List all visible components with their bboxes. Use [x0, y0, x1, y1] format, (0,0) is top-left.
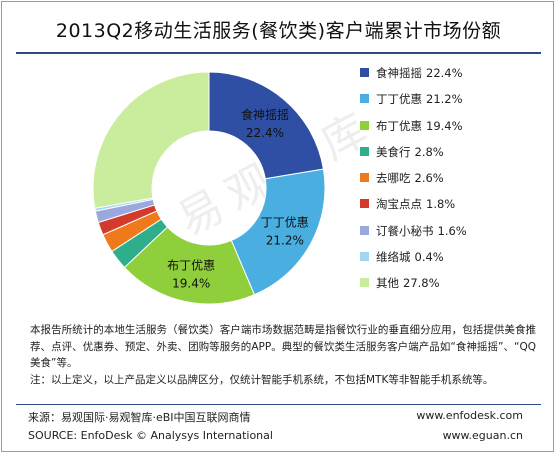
legend-series-name: 淘宝点点: [376, 197, 422, 212]
legend-series-name: 布丁优惠: [376, 118, 422, 133]
legend-swatch: [360, 68, 369, 77]
legend-series-name: 食神摇摇: [376, 66, 422, 80]
legend-swatch: [360, 94, 369, 104]
legend-item-3: 布丁优惠 19.4%: [360, 119, 540, 145]
legend-item-6: 淘宝点点 1.8%: [360, 197, 540, 223]
legend-swatch: [360, 252, 369, 262]
legend-swatch: [360, 173, 369, 183]
legend-item-5: 去哪吃 2.6%: [360, 171, 540, 197]
legend-series-value: 0.4%: [414, 250, 444, 265]
legend-series-value: 1.8%: [426, 197, 456, 212]
legend-swatch: [360, 278, 369, 288]
legend-label: 去哪吃 2.6%: [376, 171, 444, 185]
donut-slice-1: [208, 71, 325, 180]
legend-label: 美食行 2.8%: [376, 145, 444, 159]
enfodesk-link[interactable]: www.enfodesk.com: [416, 409, 523, 422]
legend-series-name: 订餐小秘书: [376, 223, 434, 238]
footnote-text: 注：以上定义，以上产品定义以品牌区分，仅统计智能手机系统，不包括MTK等非智能手…: [30, 373, 494, 386]
legend-label: 布丁优惠 19.4%: [376, 119, 463, 133]
donut-slices: [92, 71, 326, 305]
eguan-link[interactable]: www.eguan.cn: [442, 429, 523, 442]
legend-label: 订餐小秘书 1.6%: [376, 224, 467, 238]
legend-series-value: 27.8%: [403, 276, 440, 291]
legend-label: 淘宝点点 1.8%: [376, 197, 455, 211]
legend-item-2: 丁丁优惠 21.2%: [360, 92, 540, 118]
legend-series-value: 19.4%: [426, 118, 463, 133]
footer-divider: [16, 404, 541, 405]
legend-item-4: 美食行 2.8%: [360, 145, 540, 171]
legend-series-name: 去哪吃: [376, 171, 411, 186]
legend-series-value: 2.6%: [414, 171, 444, 186]
legend-swatch: [360, 120, 369, 130]
legend-series-name: 其他: [376, 276, 399, 291]
slice-label-value-2: 21.2%: [266, 234, 304, 248]
chart-legend: 食神摇摇 22.4% 丁丁优惠 21.2% 布丁优惠 19.4% 美食行 2.8% 去哪吃 2.6…: [360, 66, 540, 303]
legend-swatch: [360, 225, 369, 235]
legend-series-value: 2.8%: [414, 144, 444, 159]
legend-series-value: 21.2%: [426, 92, 463, 107]
donut-slice-2: [230, 168, 326, 296]
legend-series-value: 1.6%: [437, 223, 467, 238]
legend-series-name: 美食行: [376, 144, 411, 159]
source-en: SOURCE: EnfoDesk © Analysys Internationa…: [28, 429, 273, 442]
legend-label: 食神摇摇 22.4%: [376, 66, 463, 80]
slice-label-name-2: 丁丁优惠: [261, 216, 309, 230]
legend-swatch: [360, 146, 369, 156]
slice-label-value-1: 22.4%: [246, 126, 284, 140]
legend-item-7: 订餐小秘书 1.6%: [360, 224, 540, 250]
legend-label: 维络城 0.4%: [376, 250, 444, 264]
title-divider: [16, 52, 541, 54]
donut-slice-labels: 食神摇摇 22.4% 丁丁优惠 21.2% 布丁优惠 19.4%: [167, 107, 309, 291]
legend-label: 其他 27.8%: [376, 276, 440, 290]
source-cn: 来源：易观国际·易观智库·eBI中国互联网商情: [28, 411, 251, 424]
donut-slice-9: [92, 71, 210, 209]
legend-series-value: 22.4%: [426, 66, 463, 80]
definition-text: 本报告所统计的本地生活服务（餐饮类）客户端市场数据范畴是指餐饮行业的垂直细分应用…: [30, 324, 536, 369]
legend-series-name: 维络城: [376, 250, 411, 265]
slice-label-name-1: 食神摇摇: [241, 107, 289, 122]
slice-label-value-3: 19.4%: [172, 277, 210, 291]
slice-label-name-3: 布丁优惠: [167, 259, 215, 273]
legend-item-8: 维络城 0.4%: [360, 250, 540, 276]
legend-item-9: 其他 27.8%: [360, 276, 540, 302]
donut-chart: 食神摇摇 22.4% 丁丁优惠 21.2% 布丁优惠 19.4%: [92, 71, 326, 305]
definition-note: 本报告所统计的本地生活服务（餐饮类）客户端市场数据范畴是指餐饮行业的垂直细分应用…: [30, 322, 536, 388]
chart-title: 2013Q2移动生活服务(餐饮类)客户端累计市场份额: [55, 20, 502, 42]
legend-swatch: [360, 199, 369, 209]
legend-series-name: 丁丁优惠: [376, 92, 422, 107]
legend-label: 丁丁优惠 21.2%: [376, 92, 463, 106]
legend-item-1: 食神摇摇 22.4%: [360, 66, 540, 92]
